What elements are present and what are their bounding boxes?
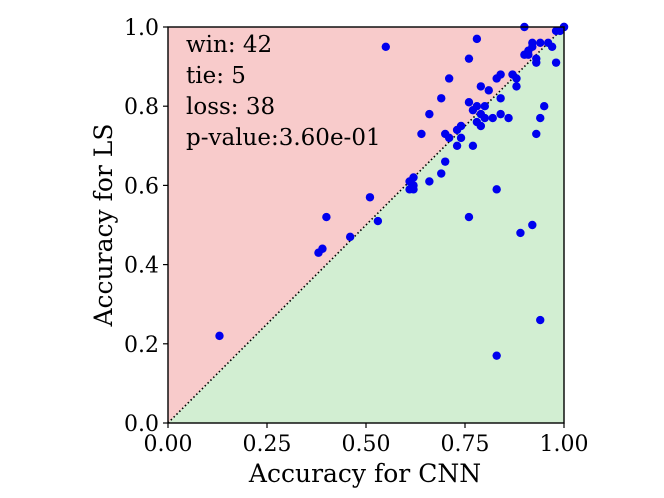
data-point: [476, 82, 486, 91]
data-point: [496, 70, 505, 79]
data-point: [409, 173, 418, 182]
data-point: [536, 315, 545, 325]
data-point: [532, 129, 541, 139]
data-point: [417, 129, 426, 139]
data-point: [472, 34, 482, 44]
data-point: [472, 102, 482, 111]
data-point: [452, 141, 462, 150]
data-point: [373, 216, 383, 226]
data-point: [441, 157, 450, 166]
x-tick-label: 1.00: [540, 432, 589, 457]
data-point: [444, 133, 454, 143]
x-tick-label: 0.75: [441, 432, 490, 457]
data-point: [512, 74, 521, 83]
x-axis-label: Accuracy for CNN: [248, 459, 481, 488]
x-tick-label: 0.00: [144, 432, 193, 457]
data-point: [468, 141, 478, 150]
diagonal-line: [167, 26, 565, 424]
y-tick-label: 0.2: [124, 333, 159, 358]
stat-annotation: loss: 38: [186, 94, 275, 120]
data-point: [456, 133, 466, 143]
data-point: [496, 109, 505, 119]
data-point: [318, 244, 327, 253]
data-point: [322, 212, 331, 222]
data-point: [492, 351, 501, 360]
data-point: [437, 94, 446, 103]
y-tick-label: 1.0: [124, 16, 159, 41]
data-point: [488, 113, 497, 123]
data-point: [496, 94, 505, 103]
y-tick-label: 0.4: [124, 254, 159, 279]
y-tick-label: 0.0: [124, 412, 159, 437]
data-point: [345, 232, 355, 242]
data-point: [551, 58, 561, 67]
data-point: [480, 102, 489, 111]
stat-annotation: p-value:3.60e-01: [186, 125, 381, 151]
data-point: [536, 113, 545, 123]
data-point: [516, 228, 525, 238]
y-tick-label: 0.8: [124, 95, 159, 120]
data-point: [215, 331, 224, 341]
x-tick-label: 0.50: [342, 432, 391, 457]
data-point: [480, 113, 489, 123]
stat-annotation: win: 42: [186, 32, 272, 58]
data-point: [425, 109, 434, 119]
data-point: [492, 185, 501, 194]
data-point: [437, 169, 446, 178]
y-axis-label: Accuracy for LS: [89, 123, 118, 327]
data-point: [444, 74, 454, 83]
data-point: [524, 50, 533, 59]
data-point: [512, 82, 521, 91]
data-point: [536, 38, 545, 48]
data-point: [409, 181, 418, 190]
data-point: [464, 54, 474, 63]
y-tick-label: 0.6: [124, 174, 159, 199]
data-point: [547, 42, 557, 51]
data-point: [456, 121, 466, 131]
data-point: [484, 86, 493, 95]
data-point: [381, 42, 390, 51]
data-point: [425, 177, 434, 186]
data-point: [365, 193, 375, 202]
data-point: [504, 113, 513, 123]
x-tick-label: 0.25: [243, 432, 292, 457]
data-point: [540, 102, 549, 111]
data-point: [528, 42, 537, 51]
stat-annotation: tie: 5: [186, 63, 246, 89]
data-point: [464, 212, 474, 222]
data-point: [528, 220, 537, 230]
data-point: [476, 121, 486, 131]
data-point: [464, 98, 474, 107]
data-point: [532, 58, 541, 67]
